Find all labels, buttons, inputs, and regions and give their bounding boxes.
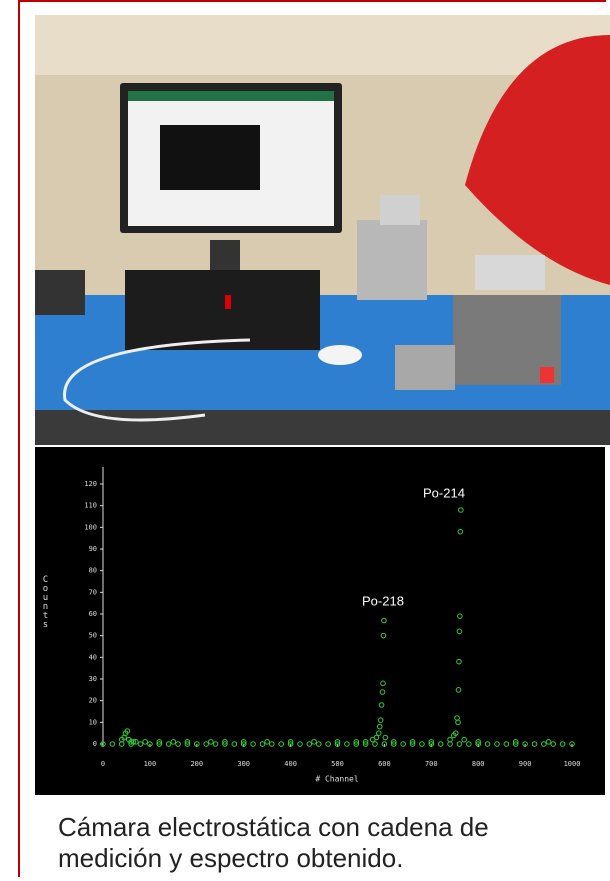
y-axis-label: Counts xyxy=(41,575,51,629)
monitor-stand xyxy=(210,240,240,270)
power-switch xyxy=(540,367,554,383)
x-tick-label: 900 xyxy=(519,760,532,768)
chamber xyxy=(357,220,427,300)
photo xyxy=(35,15,610,445)
x-tick-label: 800 xyxy=(472,760,485,768)
chamber-top xyxy=(380,195,420,225)
y-tick-label: 50 xyxy=(89,632,97,640)
x-tick-label: 1000 xyxy=(564,760,581,768)
device-left xyxy=(35,270,85,315)
y-tick-label: 0 xyxy=(93,740,97,748)
screen-bar xyxy=(128,91,334,101)
y-tick-label: 100 xyxy=(84,523,97,531)
computer xyxy=(125,270,320,350)
wall-top xyxy=(35,15,610,75)
x-tick-label: 300 xyxy=(237,760,250,768)
y-tick-label: 70 xyxy=(89,588,97,596)
y-tick-label: 90 xyxy=(89,545,97,553)
page: {"chart_data": {"type": "scatter", "x_la… xyxy=(0,0,610,881)
x-tick-label: 400 xyxy=(284,760,297,768)
amplifier xyxy=(475,255,545,290)
chart-background xyxy=(35,447,605,795)
screen-chart xyxy=(160,125,260,190)
x-tick-label: 500 xyxy=(331,760,344,768)
peak-label: Po-214 xyxy=(423,485,465,500)
x-tick-label: 600 xyxy=(378,760,391,768)
y-tick-label: 60 xyxy=(89,610,97,618)
peak-label: Po-218 xyxy=(362,593,404,608)
x-tick-label: 700 xyxy=(425,760,438,768)
y-tick-label: 30 xyxy=(89,675,97,683)
x-tick-label: 0 xyxy=(101,760,105,768)
x-tick-label: 100 xyxy=(144,760,157,768)
y-tick-label: 80 xyxy=(89,567,97,575)
caption: Cámara electrostática con cadena de medi… xyxy=(58,812,578,874)
y-tick-label: 120 xyxy=(84,480,97,488)
floor xyxy=(35,410,610,445)
y-tick-label: 40 xyxy=(89,653,97,661)
y-tick-label: 10 xyxy=(89,718,97,726)
dish xyxy=(318,345,362,365)
preamp xyxy=(395,345,455,390)
x-axis-label: # Channel xyxy=(315,775,359,784)
y-tick-label: 110 xyxy=(84,502,97,510)
y-tick-label: 20 xyxy=(89,697,97,705)
spectrum-chart: Counts # Channel Po-218 Po-214 0 10 20 30 40… xyxy=(35,447,605,795)
computer-logo xyxy=(225,295,231,309)
x-tick-label: 200 xyxy=(190,760,203,768)
